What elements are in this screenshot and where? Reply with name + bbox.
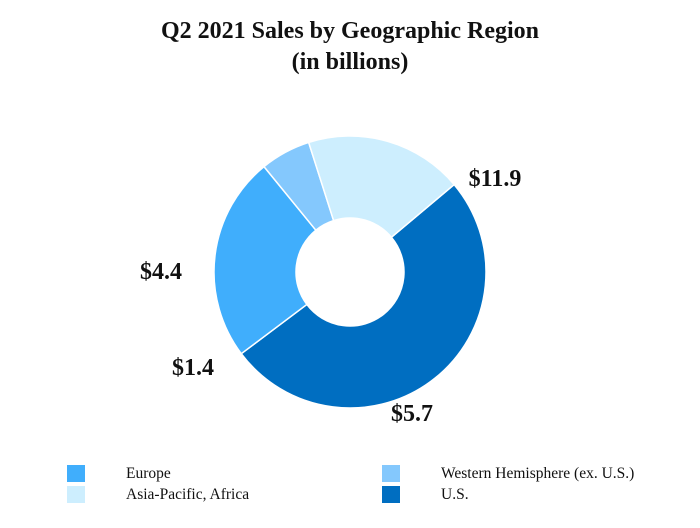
- legend-label-asia-pacific-africa: Asia-Pacific, Africa: [126, 486, 250, 503]
- slice-u-s: [240, 183, 487, 409]
- chart-title: Q2 2021 Sales by Geographic Region (in b…: [0, 16, 700, 78]
- slice-asia-pacific-africa: [307, 135, 456, 239]
- chart-subtitle: (in billions): [291, 49, 409, 75]
- legend-swatch-asia-pacific-africa: [67, 486, 85, 503]
- legend-label-europe: Europe: [126, 465, 171, 482]
- legend-swatch-europe: [67, 465, 85, 482]
- data-labels: $11.9 $5.7 $1.4 $4.4: [140, 166, 521, 427]
- data-label-asia-pacific-africa: $4.4: [140, 259, 182, 285]
- slice-europe: [213, 165, 317, 355]
- legend-swatch-western-hemisphere: [382, 465, 400, 482]
- data-label-u-s: $11.9: [469, 166, 522, 192]
- data-label-europe: $5.7: [391, 401, 433, 427]
- data-label-western-hemisphere-ex-u-s: $1.4: [172, 355, 214, 381]
- legend-label-us: U.S.: [441, 486, 469, 503]
- donut-slices: [213, 135, 487, 409]
- chart-title-text: Q2 2021 Sales by Geographic Region: [160, 18, 539, 44]
- legend-swatch-us: [382, 486, 400, 503]
- legend-label-western-hemisphere: Western Hemisphere (ex. U.S.): [441, 465, 635, 482]
